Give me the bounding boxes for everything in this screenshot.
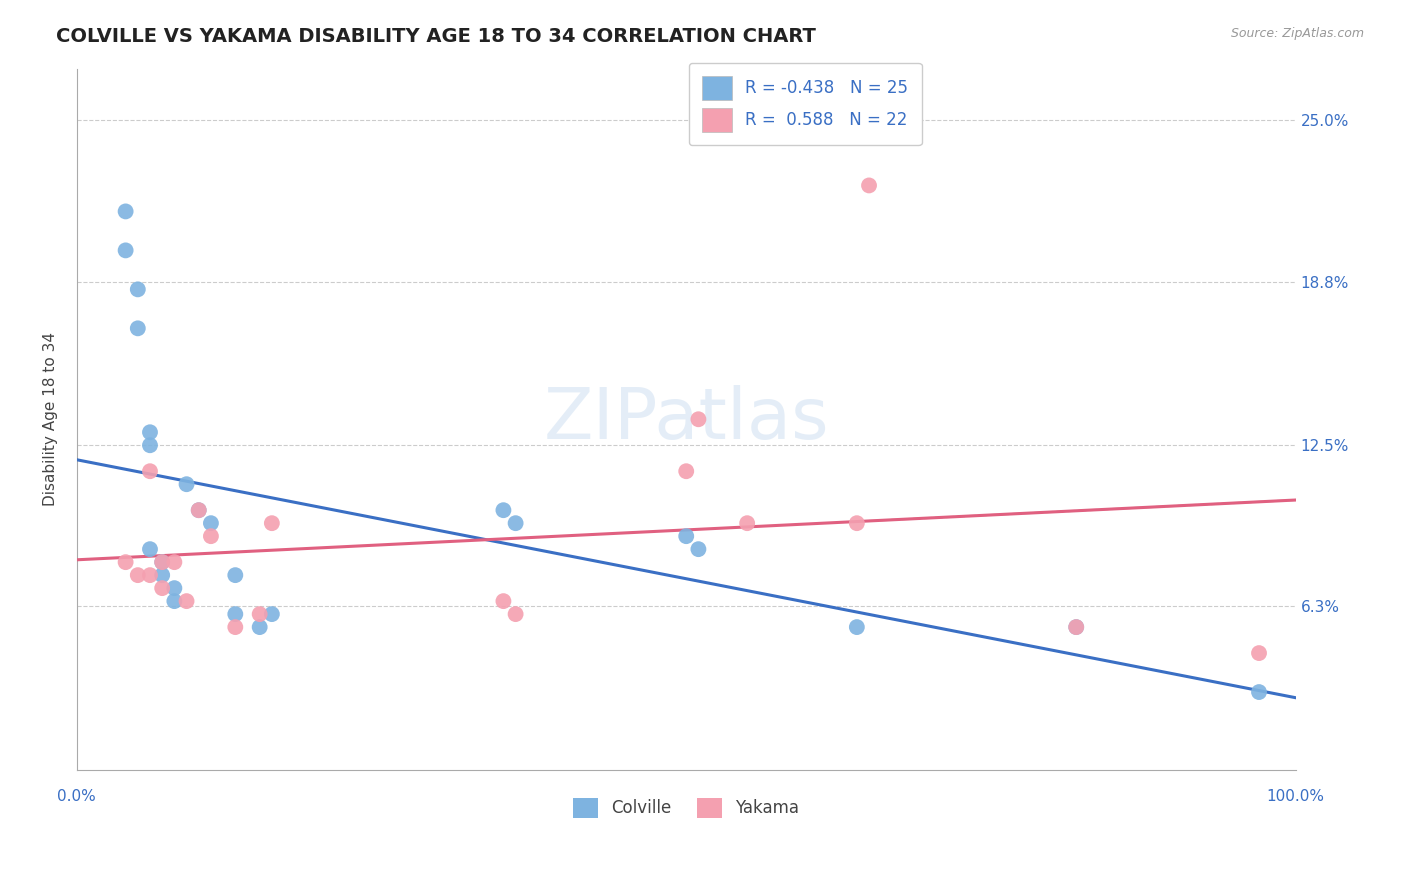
Point	[187, 503, 209, 517]
Point	[200, 529, 222, 543]
Point	[249, 607, 271, 621]
Point	[139, 425, 162, 440]
Point	[187, 503, 209, 517]
Point	[505, 516, 527, 531]
Legend: Colville, Yakama: Colville, Yakama	[567, 791, 806, 825]
Point	[845, 516, 868, 531]
Text: COLVILLE VS YAKAMA DISABILITY AGE 18 TO 34 CORRELATION CHART: COLVILLE VS YAKAMA DISABILITY AGE 18 TO …	[56, 27, 815, 45]
Point	[127, 568, 149, 582]
Point	[688, 412, 710, 426]
Point	[1247, 685, 1270, 699]
Point	[675, 529, 697, 543]
Text: 100.0%: 100.0%	[1267, 789, 1324, 804]
Text: Source: ZipAtlas.com: Source: ZipAtlas.com	[1230, 27, 1364, 40]
Point	[163, 581, 186, 595]
Point	[139, 568, 162, 582]
Point	[114, 244, 136, 258]
Text: ZIPatlas: ZIPatlas	[543, 384, 830, 454]
Point	[139, 438, 162, 452]
Point	[224, 620, 246, 634]
Point	[127, 282, 149, 296]
Point	[1064, 620, 1087, 634]
Point	[224, 607, 246, 621]
Point	[1247, 646, 1270, 660]
Point	[1064, 620, 1087, 634]
Point	[260, 607, 283, 621]
Point	[858, 178, 880, 193]
Point	[176, 594, 198, 608]
Point	[735, 516, 758, 531]
Point	[260, 516, 283, 531]
Point	[150, 555, 173, 569]
Point	[492, 594, 515, 608]
Point	[150, 568, 173, 582]
Text: 0.0%: 0.0%	[58, 789, 96, 804]
Point	[845, 620, 868, 634]
Point	[114, 555, 136, 569]
Point	[505, 607, 527, 621]
Point	[114, 204, 136, 219]
Y-axis label: Disability Age 18 to 34: Disability Age 18 to 34	[44, 332, 58, 507]
Point	[224, 568, 246, 582]
Point	[139, 542, 162, 557]
Point	[675, 464, 697, 478]
Point	[492, 503, 515, 517]
Point	[127, 321, 149, 335]
Point	[688, 542, 710, 557]
Point	[176, 477, 198, 491]
Point	[139, 464, 162, 478]
Point	[200, 516, 222, 531]
Point	[163, 555, 186, 569]
Point	[163, 594, 186, 608]
Point	[150, 581, 173, 595]
Point	[249, 620, 271, 634]
Point	[150, 555, 173, 569]
